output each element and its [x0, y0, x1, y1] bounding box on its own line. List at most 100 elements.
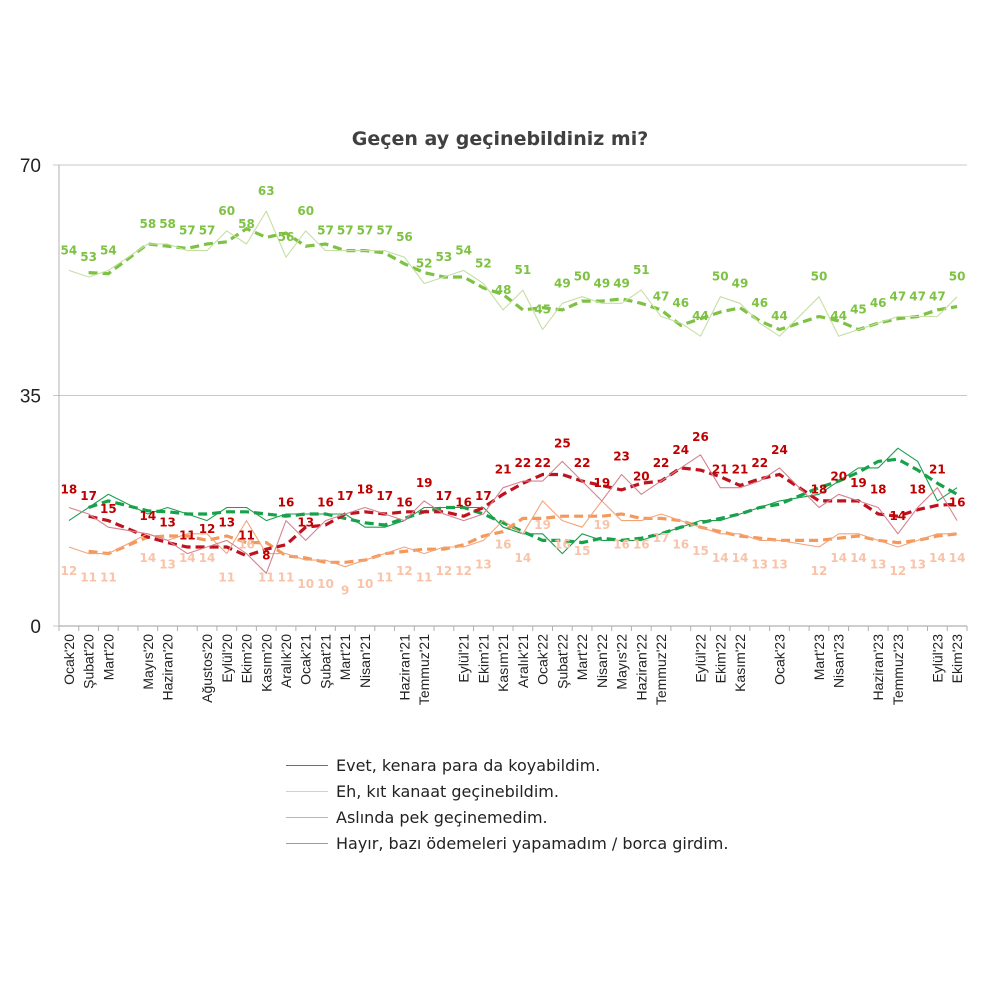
x-tick-label: Temmuz'23: [890, 634, 906, 705]
data-label: 15: [100, 502, 117, 516]
x-tick-label: Şubat'20: [81, 634, 97, 689]
data-label: 51: [515, 263, 532, 277]
data-label: 22: [653, 456, 670, 470]
series-line-3: [68, 454, 958, 574]
x-tick-label: Ekim'23: [949, 634, 965, 684]
data-label: 13: [771, 557, 788, 571]
data-label: 16: [672, 538, 689, 552]
data-label: 19: [593, 518, 610, 532]
data-label: 63: [258, 184, 275, 198]
data-label: 14: [515, 551, 532, 565]
data-label: 20: [830, 469, 847, 483]
x-tick-label: Aralık'20: [278, 634, 294, 688]
data-label: 58: [139, 217, 156, 231]
data-label: 22: [751, 456, 768, 470]
data-label: 19: [416, 476, 433, 490]
data-label: 49: [732, 276, 749, 290]
data-label: 44: [771, 309, 788, 323]
data-label: 60: [297, 204, 314, 218]
x-tick-label: Ekim'20: [239, 634, 255, 684]
x-tick-label: Ağustos'20: [199, 634, 215, 703]
legend-swatch: [286, 790, 328, 792]
x-tick-label: Haziran'20: [160, 634, 176, 701]
trend-lines: [88, 226, 958, 564]
x-tick-label: Mayıs'22: [614, 634, 630, 690]
x-tick-label: Ocak'23: [771, 634, 787, 685]
data-label: 14: [179, 551, 196, 565]
data-label: 49: [593, 276, 610, 290]
y-tick-label: 70: [20, 156, 41, 177]
data-label: 47: [909, 289, 926, 303]
data-label: 50: [811, 270, 828, 284]
data-label: 16: [633, 538, 650, 552]
data-label: 14: [890, 509, 907, 523]
trend-line-3: [88, 466, 958, 558]
x-tick-label: Mart'21: [337, 634, 353, 680]
data-label: 16: [278, 496, 295, 510]
legend-item-evet: Evet, kenara para da koyabildim.: [286, 752, 728, 778]
data-label: 16: [495, 538, 512, 552]
data-label: 11: [278, 571, 295, 585]
data-label: 19: [850, 476, 867, 490]
data-label: 45: [534, 303, 551, 317]
data-label: 14: [830, 551, 847, 565]
data-label: 16: [613, 538, 630, 552]
data-label: 58: [159, 217, 176, 231]
data-label: 17: [653, 531, 670, 545]
data-label: 12: [811, 564, 828, 578]
legend-swatch: [286, 816, 328, 818]
data-label: 21: [929, 463, 946, 477]
data-label: 51: [633, 263, 650, 277]
data-label: 18: [357, 482, 374, 496]
legend-swatch: [286, 764, 328, 766]
data-label: 26: [692, 430, 709, 444]
legend-item-aslinda: Aslında pek geçinemedim.: [286, 804, 728, 830]
x-tick-label: Temmuz'22: [653, 634, 669, 705]
x-tick-label: Şubat'21: [317, 634, 333, 689]
trend-line-0: [88, 457, 958, 545]
data-label: 57: [179, 224, 196, 238]
x-tick-label: Temmuz'21: [416, 634, 432, 705]
y-tick-label: 35: [20, 387, 41, 408]
data-label: 22: [515, 456, 532, 470]
data-label: 50: [949, 270, 966, 284]
data-label: 14: [199, 551, 216, 565]
data-label: 50: [712, 270, 729, 284]
legend-label: Eh, kıt kanaat geçinebildim.: [336, 781, 559, 801]
data-label: 57: [357, 224, 374, 238]
legend-label: Aslında pek geçinemedim.: [336, 807, 548, 827]
data-label: 9: [341, 584, 349, 598]
data-label: 8: [262, 548, 270, 562]
x-tick-label: Nisan'23: [831, 634, 847, 688]
data-label: 11: [416, 571, 433, 585]
data-label: 10: [297, 577, 314, 591]
x-tick-label: Eylül'23: [929, 634, 945, 683]
data-label: 21: [712, 463, 729, 477]
x-tick-label: Nisan'21: [357, 634, 373, 688]
data-label: 19: [534, 518, 551, 532]
data-label: 13: [159, 557, 176, 571]
data-label: 13: [218, 515, 235, 529]
data-label: 16: [949, 496, 966, 510]
data-label: 17: [436, 489, 453, 503]
data-label: 18: [870, 482, 887, 496]
data-label: 57: [376, 224, 393, 238]
data-label: 47: [929, 289, 946, 303]
data-label: 18: [811, 482, 828, 496]
data-label: 11: [258, 571, 275, 585]
data-label: 14: [732, 551, 749, 565]
data-label: 14: [929, 551, 946, 565]
data-label: 47: [890, 289, 907, 303]
x-tick-label: Ocak'22: [535, 634, 551, 685]
data-label: 13: [870, 557, 887, 571]
x-tick-label: Ekim'22: [712, 634, 728, 684]
data-label: 57: [337, 224, 354, 238]
data-label: 57: [199, 224, 216, 238]
x-tick-label: Haziran'22: [633, 634, 649, 701]
data-label: 12: [436, 564, 453, 578]
data-label: 14: [949, 551, 966, 565]
legend: Evet, kenara para da koyabildim. Eh, kıt…: [286, 752, 728, 856]
x-tick-label: Ocak'21: [298, 634, 314, 685]
